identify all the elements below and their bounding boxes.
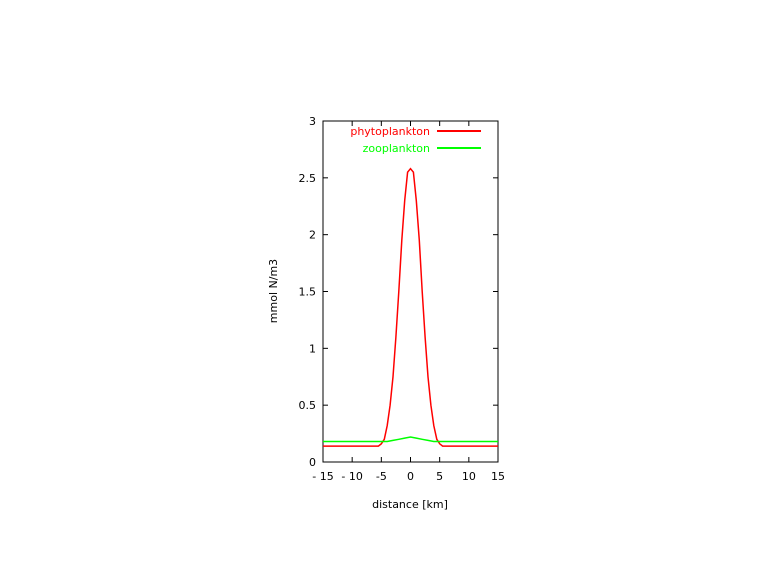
plot-frame [322,120,499,463]
y-tick-label: 3 [309,115,316,128]
x-tick-label: 5 [436,470,443,483]
y-tick-label: 0.5 [299,399,317,412]
y-axis-title: mmol N/m3 [267,259,280,323]
y-tick-label: 1 [309,342,316,355]
series-line-zooplankton [323,436,498,443]
y-tick-label: 1.5 [299,286,317,299]
series-line-phytoplankton [323,167,498,447]
x-tick-label: -5 [376,470,387,483]
x-tick-label: - 10 [341,470,362,483]
x-tick-label: 15 [491,470,505,483]
x-tick-label: 10 [462,470,476,483]
y-tick-label: 0 [309,456,316,469]
y-tick-label: 2 [309,229,316,242]
legend-label-phytoplankton: phytoplankton [350,125,430,138]
legend-label-zooplankton: zooplankton [363,142,430,155]
y-tick-label: 2.5 [299,172,317,185]
x-axis-title: distance [km] [372,498,448,511]
x-tick-label: - 15 [312,470,333,483]
x-tick-label: 0 [407,470,414,483]
